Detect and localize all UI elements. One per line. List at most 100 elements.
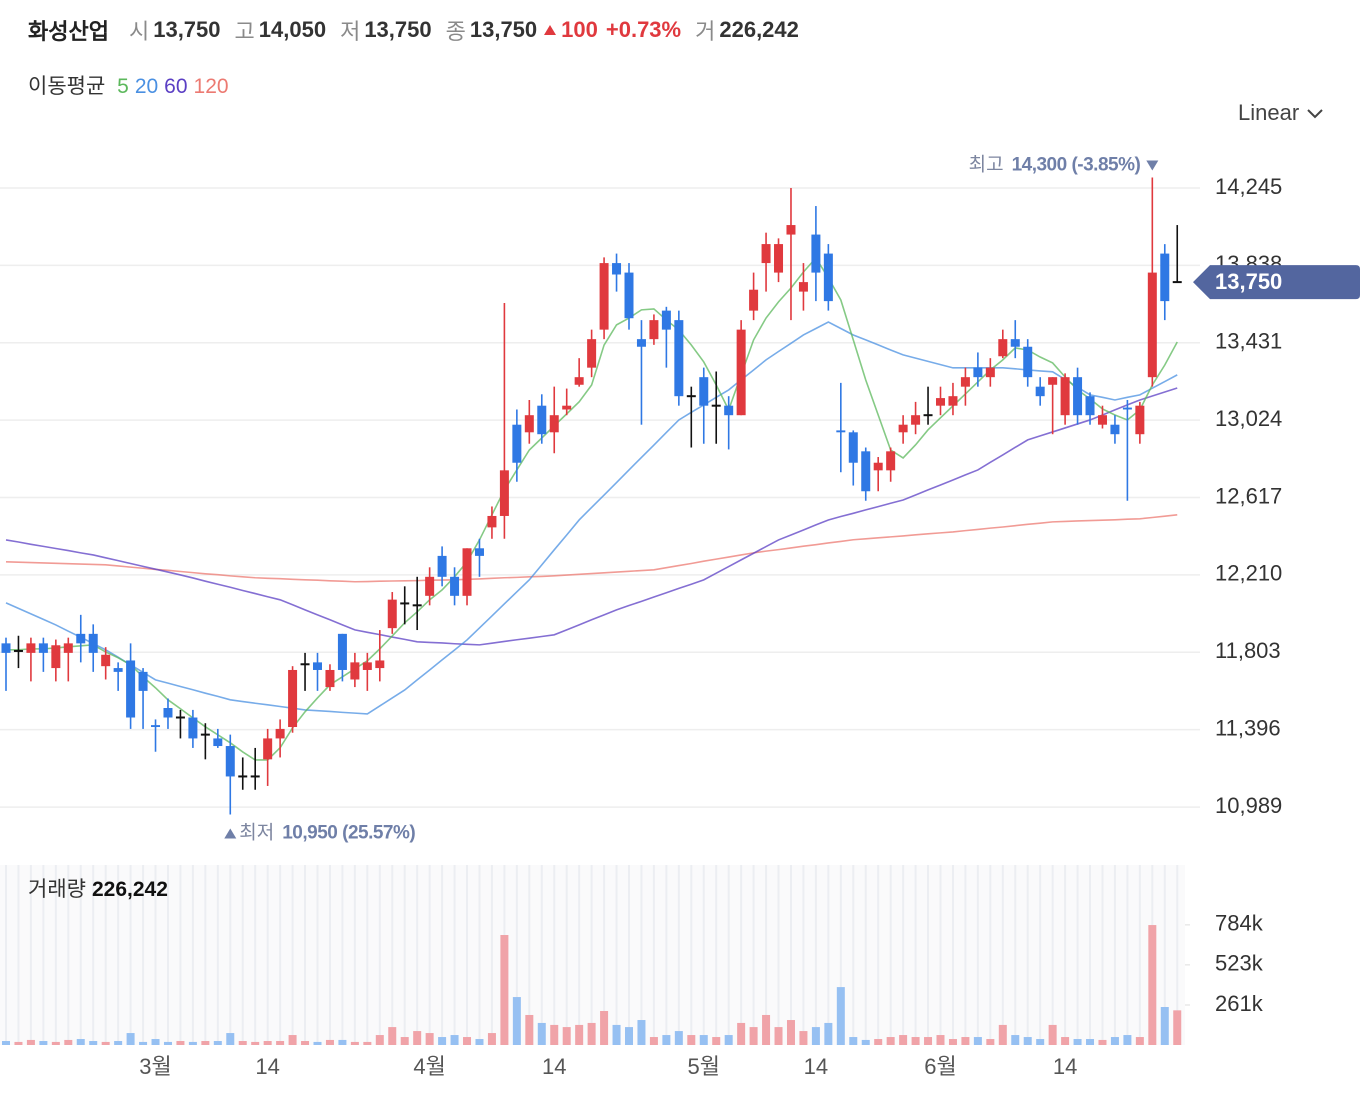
- candle-body: [288, 669, 298, 728]
- candle-body: [811, 234, 821, 273]
- ma-legend-item: 120: [193, 75, 229, 98]
- candle-body: [462, 548, 472, 596]
- volume-bar: [986, 1039, 995, 1045]
- volume-tick-label: 784k: [1215, 911, 1264, 936]
- low-value: 13,750: [364, 17, 432, 42]
- volume-bar: [886, 1037, 895, 1045]
- candle-body: [101, 654, 111, 667]
- x-tick-label: 6월: [924, 1054, 956, 1079]
- volume-bar: [936, 1035, 945, 1045]
- candle-body: [1160, 253, 1170, 302]
- x-tick-label: 4월: [413, 1054, 445, 1079]
- chevron: [1307, 109, 1323, 119]
- candle-body: [960, 377, 970, 387]
- candle-body: [848, 432, 858, 463]
- volume-bar: [89, 1041, 98, 1045]
- volume-current: 226,242: [92, 878, 168, 901]
- candle-body: [612, 263, 622, 275]
- volume-bar: [799, 1031, 808, 1045]
- volume-label: 거: [695, 19, 716, 44]
- volume-bar: [687, 1035, 696, 1045]
- volume-bar: [724, 1035, 733, 1045]
- volume-bar: [76, 1039, 85, 1045]
- candle-body: [499, 470, 509, 516]
- volume-bar: [226, 1033, 235, 1045]
- candle-body: [761, 244, 771, 264]
- ma-legend-item: 5: [117, 75, 129, 98]
- y-tick-label: 11,803: [1215, 638, 1281, 663]
- volume-bar: [737, 1022, 746, 1045]
- candle-body: [1073, 377, 1083, 416]
- volume-bar: [1135, 1037, 1144, 1045]
- volume-bar: [924, 1037, 933, 1045]
- high-value: 14,050: [258, 17, 327, 42]
- candle-body: [998, 339, 1008, 357]
- volume-bar: [101, 1041, 110, 1045]
- last-price-label: 13,750: [1215, 269, 1282, 294]
- candle-body: [425, 576, 435, 596]
- candle-body: [1097, 415, 1107, 425]
- volume-bar: [786, 1020, 795, 1045]
- volume-bar: [238, 1041, 247, 1045]
- volume-title-label: 거래량: [28, 878, 86, 901]
- volume-bar: [438, 1037, 447, 1045]
- high-label: 고: [234, 19, 255, 44]
- low-marker-label: 최저: [239, 821, 274, 843]
- volume-bar: [562, 1027, 571, 1045]
- candle-body: [88, 633, 98, 653]
- candle-body: [26, 643, 36, 653]
- scale-label[interactable]: Linear: [1238, 100, 1300, 125]
- volume-bar: [1086, 1039, 1095, 1045]
- candle-body: [437, 555, 447, 577]
- high-marker-text: 14,300 (-3.85%): [1012, 155, 1141, 176]
- volume-bar: [350, 1041, 359, 1045]
- candle-body: [213, 738, 223, 747]
- candle-body: [275, 728, 285, 739]
- moving-average-line: [5, 387, 1178, 646]
- volume-bar: [587, 1022, 596, 1045]
- volume-bar: [487, 1033, 496, 1045]
- volume-title: 거래량 226,242: [28, 878, 168, 901]
- candle-body: [263, 738, 273, 760]
- candle-body: [724, 405, 734, 416]
- close-value: 13,750: [469, 17, 538, 42]
- scale-dropdown[interactable]: Linear: [1238, 100, 1325, 126]
- low-marker-arrow: [224, 828, 237, 839]
- volume-bar: [425, 1033, 434, 1045]
- volume-bar: [313, 1041, 322, 1045]
- candle-body: [562, 405, 572, 410]
- candle-body: [126, 660, 136, 718]
- candle-body: [163, 708, 173, 718]
- ma-title: 이동평균: [28, 75, 106, 98]
- volume-bar: [811, 1027, 820, 1045]
- volume-bar: [973, 1037, 982, 1045]
- volume-bar: [1110, 1037, 1119, 1045]
- candle-body: [661, 310, 671, 330]
- volume-tick-label: 523k: [1215, 951, 1264, 976]
- candle-body: [325, 669, 335, 688]
- candle-body: [337, 633, 347, 670]
- candle-body: [587, 339, 597, 368]
- high-marker-arrow: [1146, 160, 1159, 171]
- volume-bar: [948, 1039, 957, 1045]
- candle-body: [836, 430, 846, 433]
- volume-bar: [139, 1041, 148, 1045]
- volume-bar: [14, 1041, 23, 1045]
- high-marker-label: 최고: [969, 154, 1004, 176]
- candle-body: [512, 424, 522, 463]
- high-marker: 최고 14,300 (-3.85%): [969, 154, 1141, 176]
- candle-body: [911, 415, 921, 425]
- volume-bar: [126, 1033, 135, 1045]
- candle-body: [599, 263, 609, 330]
- candle-body: [649, 320, 659, 340]
- volume-bar: [1023, 1037, 1032, 1045]
- volume-bar: [1173, 1010, 1182, 1045]
- moving-average-line: [5, 321, 1178, 715]
- candle-body: [886, 451, 896, 471]
- volume-bar: [1073, 1039, 1082, 1045]
- candle-body: [138, 671, 148, 691]
- volume-bar: [26, 1039, 35, 1045]
- volume-bar: [749, 1027, 758, 1045]
- volume-bar: [388, 1027, 397, 1045]
- volume-bar: [874, 1039, 883, 1045]
